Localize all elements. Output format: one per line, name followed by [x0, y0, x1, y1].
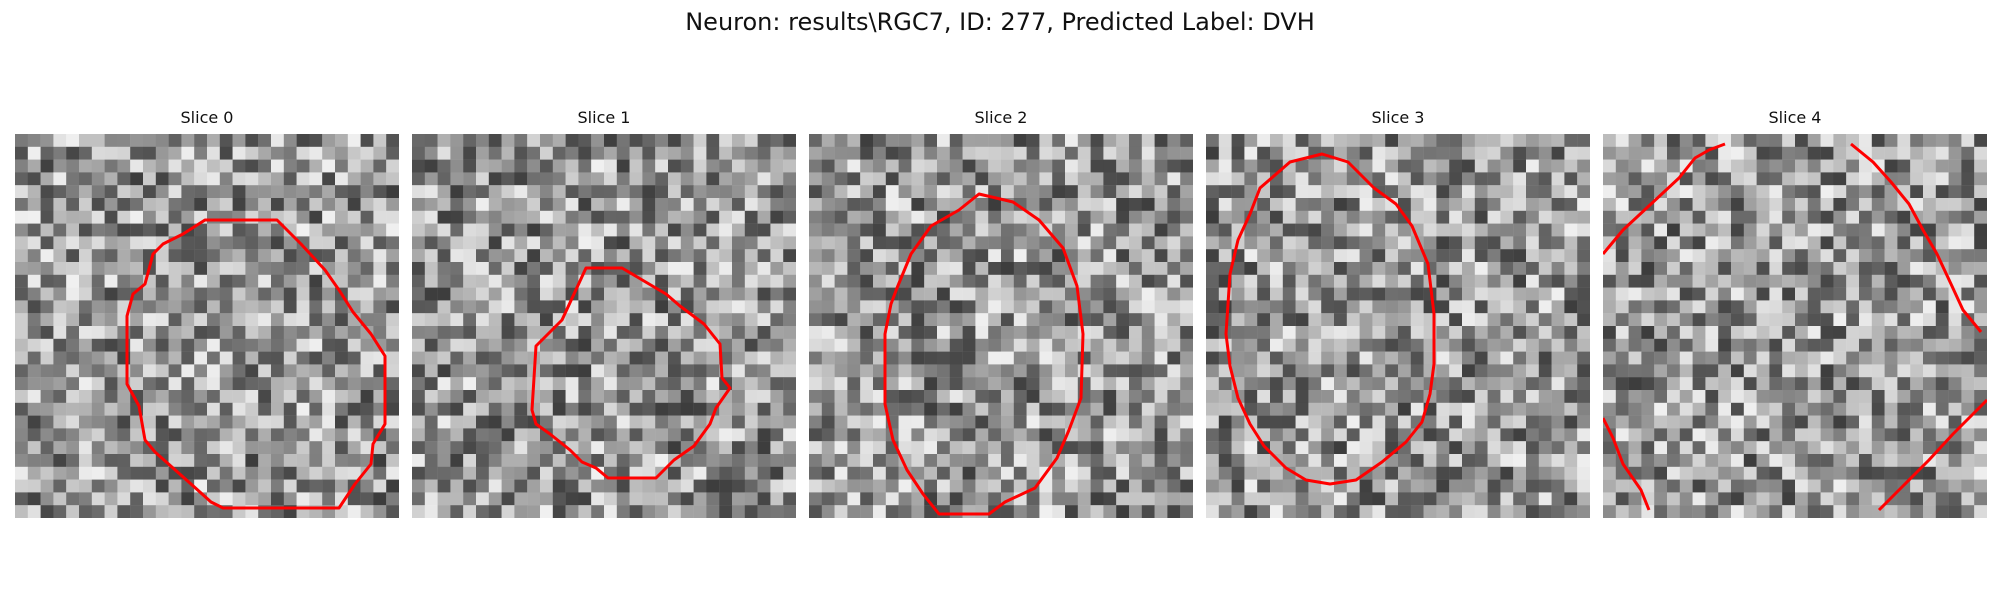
slice-svg-1 — [412, 134, 796, 518]
slice-svg-0 — [15, 134, 399, 518]
pixel-grid — [809, 134, 1193, 518]
pixel-grid — [1206, 134, 1590, 518]
slice-image-2 — [809, 134, 1193, 518]
pixel-grid — [1603, 134, 1987, 518]
contour-line — [1877, 398, 1987, 512]
slice-panel-0: Slice 0 — [15, 108, 399, 518]
slice-title-2: Slice 2 — [974, 108, 1028, 127]
slice-svg-2 — [809, 134, 1193, 518]
slice-panel-1: Slice 1 — [412, 108, 796, 518]
slice-image-1 — [412, 134, 796, 518]
contour-line — [125, 218, 387, 510]
slice-image-0 — [15, 134, 399, 518]
slice-svg-3 — [1206, 134, 1590, 518]
contour-line — [1224, 152, 1436, 486]
slice-panel-4: Slice 4 — [1603, 108, 1987, 518]
slice-image-3 — [1206, 134, 1590, 518]
pixel-grid — [412, 134, 796, 518]
slice-title-3: Slice 3 — [1371, 108, 1425, 127]
figure-title: Neuron: results\RGC7, ID: 277, Predicted… — [685, 8, 1315, 36]
slice-svg-4 — [1603, 134, 1987, 518]
contour-line — [1850, 142, 1983, 333]
slice-image-4 — [1603, 134, 1987, 518]
slice-title-0: Slice 0 — [180, 108, 234, 127]
contour-line — [883, 192, 1085, 516]
contour-line — [530, 266, 732, 480]
contour-line — [1603, 142, 1726, 255]
slice-panel-2: Slice 2 — [809, 108, 1193, 518]
slice-title-1: Slice 1 — [577, 108, 631, 127]
slice-panel-3: Slice 3 — [1206, 108, 1590, 518]
slice-title-4: Slice 4 — [1768, 108, 1822, 127]
pixel-grid — [15, 134, 399, 518]
contour-line — [1603, 417, 1651, 511]
